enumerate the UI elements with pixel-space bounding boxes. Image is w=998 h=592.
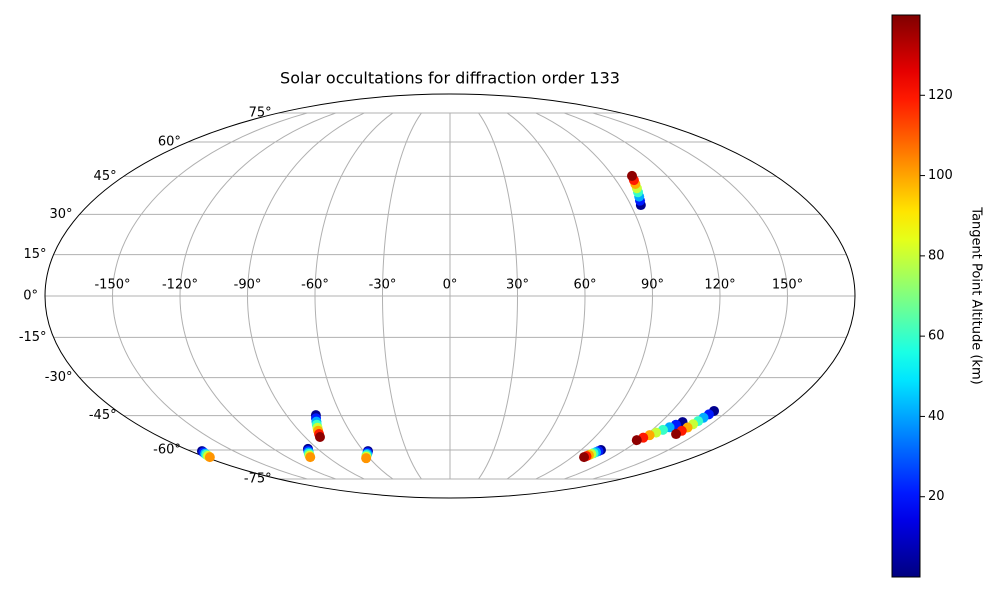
- grid-line: [592, 112, 789, 480]
- colorbar-tick-label: 80: [928, 248, 945, 263]
- grid-line: [246, 112, 365, 480]
- grid-line: [314, 112, 394, 480]
- x-tick-label: -120°: [162, 278, 198, 293]
- y-tick-label: -30°: [45, 370, 73, 385]
- x-tick-label: 60°: [573, 278, 596, 293]
- x-tick-label: 150°: [772, 278, 803, 293]
- chart-title: Solar occultations for diffraction order…: [280, 69, 620, 88]
- data-point: [627, 170, 638, 181]
- colorbar-tick-label: 60: [928, 329, 945, 344]
- y-tick-label: 45°: [94, 169, 117, 184]
- grid-line: [564, 112, 721, 480]
- grid-line: [478, 112, 519, 480]
- grid-line: [506, 112, 586, 480]
- y-tick-label: -15°: [19, 330, 47, 345]
- colorbar-tick-label: 20: [928, 489, 945, 504]
- data-point: [671, 429, 682, 440]
- data-point: [305, 452, 316, 463]
- y-tick-label: -60°: [153, 443, 181, 458]
- data-point: [314, 431, 325, 442]
- data-point: [361, 453, 372, 464]
- y-tick-label: 75°: [249, 105, 272, 120]
- data-point: [631, 435, 642, 446]
- x-tick-label: -90°: [234, 278, 262, 293]
- y-tick-label: 0°: [23, 289, 38, 304]
- y-tick-label: 60°: [158, 134, 181, 149]
- x-tick-label: -60°: [301, 278, 329, 293]
- grid-line: [179, 112, 336, 480]
- y-tick-label: 15°: [24, 247, 47, 262]
- colorbar-tick-label: 100: [928, 168, 953, 183]
- data-point: [204, 452, 215, 463]
- grid-line: [111, 112, 308, 480]
- x-tick-label: 120°: [704, 278, 735, 293]
- grid: [45, 112, 855, 480]
- x-tick-label: -150°: [94, 278, 130, 293]
- grid-line: [381, 112, 422, 480]
- points: [196, 170, 720, 464]
- x-tick-label: 90°: [641, 278, 664, 293]
- colorbar-tick-label: 40: [928, 409, 945, 424]
- colorbar-tick-label: 120: [928, 88, 953, 103]
- y-tick-label: -45°: [89, 408, 117, 423]
- x-tick-label: -30°: [369, 278, 397, 293]
- data-point: [579, 452, 590, 463]
- map-outline: [44, 93, 856, 499]
- colorbar-label: Tangent Point Altitude (km): [969, 206, 984, 384]
- y-tick-label: 30°: [49, 207, 72, 222]
- x-tick-label: 0°: [443, 278, 458, 293]
- y-tick-label: -75°: [244, 472, 272, 487]
- x-tick-label: 30°: [506, 278, 529, 293]
- colorbar: [891, 14, 921, 578]
- grid-line: [535, 112, 654, 480]
